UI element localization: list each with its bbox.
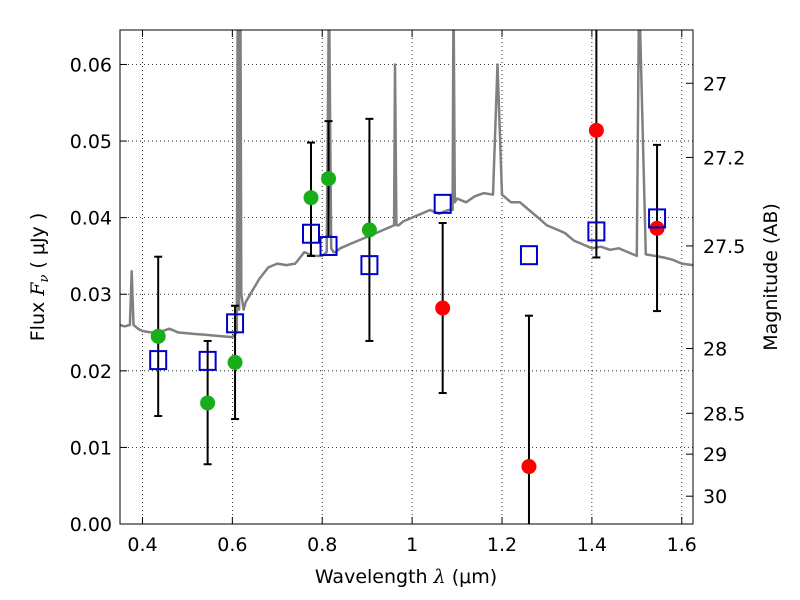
model-spectrum-layer [120, 30, 693, 339]
data-point [588, 122, 604, 138]
right-tick-label: 27.5 [703, 236, 745, 258]
plot-background [120, 30, 693, 524]
right-tick-label: 28 [703, 339, 727, 361]
right-axis-title: Magnitude (AB) [760, 203, 782, 351]
right-tick-label: 27.2 [703, 147, 745, 169]
model-point [360, 255, 379, 276]
x-tick-label: 1.4 [577, 534, 607, 556]
right-tick-label: 29 [703, 444, 727, 466]
right-tick-label: 30 [703, 486, 727, 508]
y-tick-label: 0.00 [70, 514, 112, 536]
model-point [302, 223, 320, 244]
model-point [149, 350, 168, 371]
x-tick-label: 0.8 [307, 534, 337, 556]
right-tick-label: 28.5 [703, 403, 745, 425]
data-point [303, 190, 319, 206]
data-point [150, 328, 166, 344]
data-point [227, 354, 243, 370]
x-tick-label: 0.4 [127, 534, 157, 556]
y-tick-label: 0.04 [70, 208, 112, 230]
model-point [433, 193, 452, 214]
x-axis-title: Wavelength λ (μm) [315, 566, 497, 588]
y-axis-title: Flux Fν ( μJy ) [27, 213, 52, 342]
data-point [521, 459, 537, 475]
x-tick-label: 0.6 [217, 534, 247, 556]
right-tick-label: 27 [703, 73, 727, 95]
y-tick-label: 0.05 [70, 131, 112, 153]
data-point [361, 222, 377, 238]
model-point [587, 221, 606, 242]
y-tick-label: 0.01 [70, 437, 112, 459]
axis-ticks: 0.4 0.6 0.8 1 1.2 1.4 1.6 0.00 0.01 0.02 0.03 0.04 0… [70, 30, 745, 556]
x-tick-label: 1 [406, 534, 418, 556]
marker-layer [149, 122, 667, 475]
x-tick-label: 1.2 [487, 534, 517, 556]
model-point [226, 313, 245, 334]
y-tick-label: 0.06 [70, 54, 112, 76]
model-point [648, 208, 667, 229]
x-tick-label: 1.6 [667, 534, 697, 556]
model-spectrum-line [120, 30, 693, 339]
plot-frame [119, 29, 694, 525]
y-tick-label: 0.03 [70, 284, 112, 306]
data-point [200, 395, 216, 411]
y-tick-label: 0.02 [70, 361, 112, 383]
model-point [198, 350, 217, 371]
model-point [519, 245, 538, 266]
model-point [319, 235, 338, 256]
data-point [435, 300, 451, 316]
data-point [321, 171, 337, 187]
